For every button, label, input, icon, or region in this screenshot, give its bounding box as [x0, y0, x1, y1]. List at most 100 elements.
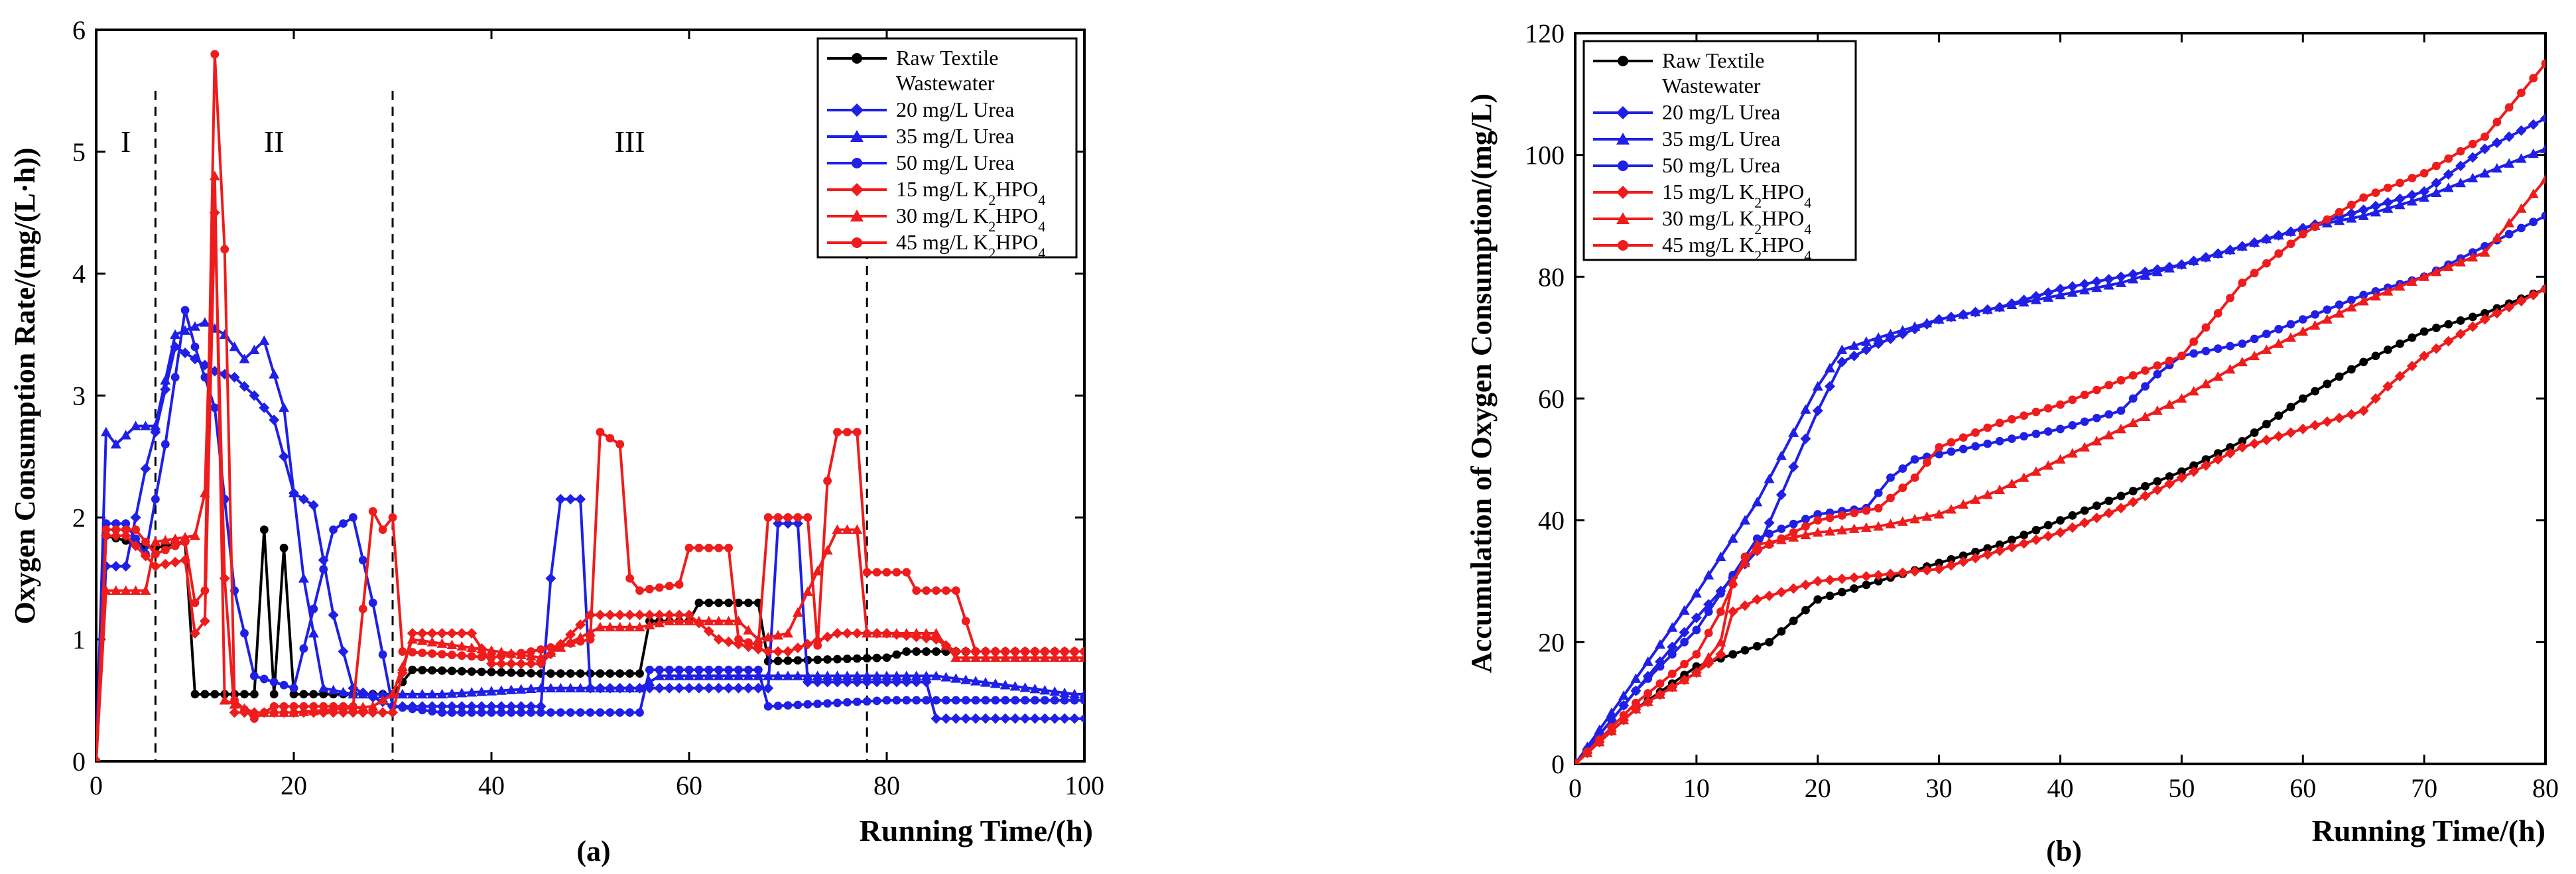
panel-a-data-point	[703, 670, 714, 680]
panel-b-data-point	[2128, 371, 2138, 380]
panel-b-data-point	[2311, 310, 2319, 319]
panel-a-legend-marker	[850, 103, 864, 117]
panel-a-data-point	[822, 544, 833, 555]
panel-a-data-point	[813, 641, 822, 650]
panel-b-data-point	[2030, 534, 2041, 546]
panel-a-data-point	[318, 682, 329, 693]
panel-b-data-point	[2007, 434, 2016, 444]
panel-b-data-point	[1994, 484, 2006, 495]
panel-a-data-point	[624, 682, 635, 693]
panel-b-data-point	[1800, 433, 1811, 444]
panel-b-data-point	[1740, 515, 1751, 525]
panel-a-data-point	[990, 678, 1001, 688]
panel-b-data-point	[2335, 300, 2344, 309]
panel-b-data-point	[2491, 162, 2502, 173]
panel-b-data-point	[1958, 309, 1969, 319]
panel-b-data-point	[2141, 481, 2150, 491]
panel-a-data-point	[476, 686, 487, 696]
panel-b-data-point	[2092, 501, 2101, 511]
panel-b-data-point	[2443, 336, 2454, 347]
panel-b-data-point	[1655, 679, 1665, 688]
panel-a-data-point	[446, 639, 458, 650]
panel-a-data-point	[990, 713, 1001, 724]
panel-a-data-point	[971, 696, 980, 705]
panel-b-y-tick-label: 40	[1538, 506, 1565, 536]
panel-b-data-point	[1886, 473, 1895, 482]
panel-a-data-point	[714, 543, 724, 552]
panel-b-data-point	[1788, 427, 1799, 437]
panel-a-data-point	[299, 690, 308, 699]
panel-b-data-point	[2406, 190, 2417, 201]
panel-b-data-point	[1959, 444, 1968, 454]
panel-b-data-point	[2249, 350, 2260, 361]
panel-b-data-point	[1909, 321, 1921, 332]
panel-b-data-point	[1921, 511, 1933, 521]
panel-a-data-point	[250, 714, 259, 723]
panel-a-data-point	[654, 617, 665, 628]
panel-b-data-point	[2491, 308, 2502, 319]
panel-b-data-point	[1801, 522, 1810, 531]
panel-a-data-point	[704, 598, 714, 607]
panel-b-data-point	[1679, 605, 1690, 615]
panel-a-data-point	[170, 556, 181, 568]
panel-b-data-point	[1752, 546, 1762, 555]
panel-b-legend-marker	[1616, 106, 1630, 119]
panel-b-x-axis-label: Running Time/(h)	[2312, 814, 2545, 847]
panel-b-data-point	[2383, 183, 2392, 192]
panel-b-x-tick-label: 60	[2289, 773, 2316, 803]
panel-b-x-tick-label: 30	[1926, 773, 1953, 803]
panel-a-data-point	[1041, 647, 1049, 656]
panel-a-data-point	[596, 428, 605, 437]
panel-a-data-point	[357, 688, 369, 699]
panel-a-data-point	[407, 688, 418, 699]
panel-b-label: (b)	[2046, 835, 2082, 867]
panel-a-x-tick-label: 40	[478, 771, 505, 800]
panel-a-data-point	[852, 670, 863, 680]
panel-a-data-point	[871, 670, 883, 680]
panel-a-data-point	[961, 696, 970, 705]
panel-a-data-point	[407, 627, 418, 639]
panel-b-data-point	[2491, 232, 2502, 242]
panel-b-data-point	[1873, 332, 1884, 342]
panel-a-data-point	[940, 640, 952, 650]
panel-b-data-point	[1947, 438, 1956, 447]
panel-a-data-point	[802, 676, 813, 688]
panel-b-data-point	[2006, 542, 2018, 553]
panel-b-data-point	[1643, 674, 1653, 683]
panel-b-x-tick-label: 20	[1805, 773, 1831, 803]
panel-a-data-point	[892, 568, 901, 577]
panel-b-data-point	[2419, 186, 2430, 197]
panel-b-data-point	[2115, 423, 2126, 434]
panel-a-data-point	[980, 713, 991, 724]
panel-a-data-point	[505, 658, 517, 669]
panel-b-data-point	[2321, 416, 2333, 427]
panel-a-y-tick-label: 1	[72, 625, 86, 655]
panel-b-data-point	[2468, 312, 2477, 322]
panel-b-data-point	[2334, 308, 2345, 318]
panel-b-data-point	[1947, 555, 1956, 564]
panel-a-data-point	[111, 519, 121, 528]
panel-a-data-point	[269, 702, 279, 711]
panel-b-data-point	[2358, 296, 2369, 306]
panel-b-data-point	[1655, 639, 1666, 649]
panel-b-data-point	[2323, 379, 2332, 389]
panel-a-data-point	[1021, 647, 1029, 656]
panel-a-data-point	[328, 609, 339, 621]
panel-b-data-point	[2164, 263, 2175, 273]
panel-a-data-point	[269, 690, 279, 699]
panel-a-data-point	[269, 678, 279, 686]
panel-a-data-point	[101, 525, 111, 534]
panel-b-data-point	[1970, 306, 1981, 316]
panel-a-data-point	[675, 665, 684, 674]
panel-a-data-point	[547, 643, 555, 652]
panel-a-data-point	[250, 690, 259, 699]
panel-b-data-point	[2408, 174, 2417, 182]
panel-a-data-point	[881, 627, 892, 638]
panel-a-data-point	[1069, 688, 1080, 699]
panel-a-data-point	[606, 434, 615, 443]
panel-a-data-point	[121, 525, 131, 534]
panel-a-data-point	[931, 627, 942, 638]
panel-a-data-point	[773, 646, 784, 657]
panel-b-data-point	[2359, 290, 2368, 300]
panel-a-data-point	[426, 688, 438, 699]
